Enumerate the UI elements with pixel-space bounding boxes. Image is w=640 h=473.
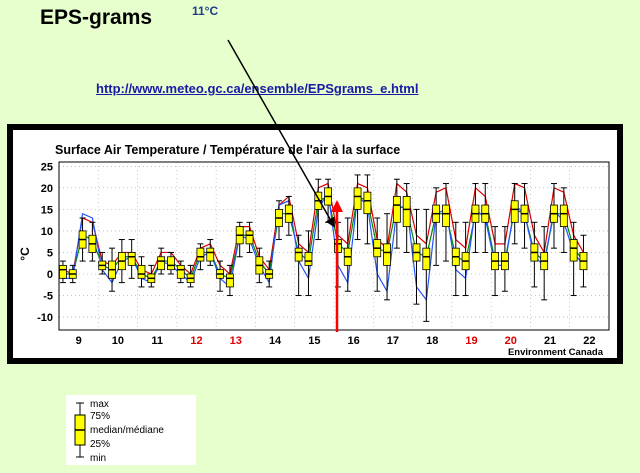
x-day-label: 14 [269, 335, 282, 347]
box-iqr [196, 247, 205, 262]
box-iqr [225, 273, 234, 288]
box-iqr [353, 187, 362, 210]
legend: max 75% median/médiane 25% min [66, 395, 196, 465]
box-iqr [157, 256, 166, 271]
y-tick-label: 10 [41, 226, 53, 238]
x-day-label: 16 [348, 335, 360, 347]
box-iqr [304, 252, 313, 266]
chart-title: Surface Air Temperature / Température de… [55, 143, 400, 157]
box-iqr [206, 247, 215, 262]
y-tick-label: 25 [41, 161, 53, 173]
y-tick-label: -10 [37, 312, 53, 324]
box-iqr [59, 264, 67, 279]
box-iqr [383, 243, 391, 266]
legend-label-max: max [90, 399, 109, 410]
legend-label-median: median/médiane [90, 425, 164, 436]
box-iqr [442, 204, 450, 228]
y-tick-label: -5 [43, 291, 53, 303]
y-tick-label: 20 [41, 183, 53, 195]
x-day-label: 19 [465, 335, 477, 347]
epsgrams-link[interactable]: http://www.meteo.gc.ca/ensemble/EPSgrams… [96, 81, 419, 96]
x-day-label: 21 [544, 335, 556, 347]
box-iqr [294, 247, 303, 262]
epsgram-chart-frame: Surface Air Temperature / Température de… [7, 124, 623, 364]
chart-canvas [13, 130, 617, 358]
legend-label-min: min [90, 453, 106, 464]
box-iqr [137, 264, 146, 279]
chart-credit: Environment Canada [508, 347, 604, 358]
box-iqr [510, 200, 519, 223]
box-iqr [392, 196, 401, 223]
x-day-label: 18 [426, 335, 438, 347]
box-iqr [363, 191, 372, 215]
x-day-label: 10 [112, 335, 124, 347]
epsgram-chart: Surface Air Temperature / Température de… [13, 130, 617, 358]
x-day-label: 22 [583, 335, 595, 347]
box-iqr [402, 196, 411, 228]
box-iqr [127, 252, 136, 266]
box-iqr [422, 247, 431, 271]
legend-label-25: 25% [90, 439, 110, 450]
x-day-label: 12 [190, 335, 202, 347]
box-iqr [559, 204, 568, 228]
x-day-label: 11 [151, 335, 163, 347]
x-day-label: 15 [308, 335, 320, 347]
y-axis-label: °C [18, 247, 32, 261]
x-day-label: 17 [387, 335, 399, 347]
legend-label-75: 75% [90, 411, 110, 422]
y-tick-label: 15 [41, 204, 53, 216]
y-tick-label: 5 [47, 247, 53, 259]
y-tick-label: 0 [47, 269, 53, 281]
box-iqr [569, 239, 578, 262]
box-iqr [176, 264, 185, 279]
x-day-label: 13 [230, 335, 242, 347]
box-iqr [334, 239, 342, 253]
x-day-label: 9 [76, 335, 82, 347]
slide-title: EPS-grams [40, 6, 153, 29]
box-iqr [167, 256, 175, 271]
x-day-label: 20 [505, 335, 517, 347]
box-iqr [245, 230, 254, 245]
temperature-callout: 11°C [192, 4, 219, 18]
